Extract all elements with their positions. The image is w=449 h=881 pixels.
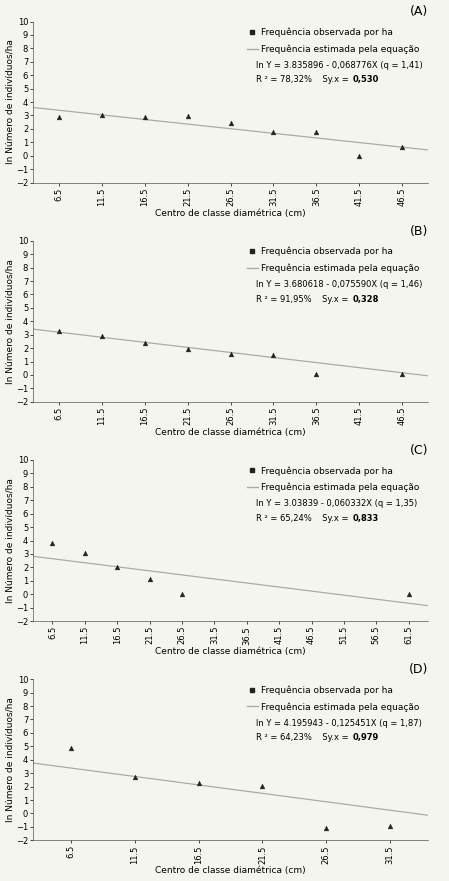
Point xyxy=(55,110,62,124)
X-axis label: Centro de classe diamétrica (cm): Centro de classe diamétrica (cm) xyxy=(155,209,306,218)
Text: R ² = 65,24%    Sy.x =: R ² = 65,24% Sy.x = xyxy=(256,514,352,523)
Text: (A): (A) xyxy=(410,5,428,19)
Legend: Frequência observada por ha, Frequência estimada pela equação: Frequência observada por ha, Frequência … xyxy=(247,685,420,712)
Text: 0,833: 0,833 xyxy=(353,514,379,523)
Point xyxy=(313,125,320,139)
Point xyxy=(146,573,153,587)
Point xyxy=(68,741,75,755)
Legend: Frequência observada por ha, Frequência estimada pela equação: Frequência observada por ha, Frequência … xyxy=(247,27,420,54)
Text: (B): (B) xyxy=(409,225,428,238)
Text: R ² = 91,95%    Sy.x =: R ² = 91,95% Sy.x = xyxy=(256,295,351,304)
Legend: Frequência observada por ha, Frequência estimada pela equação: Frequência observada por ha, Frequência … xyxy=(247,466,420,492)
Text: R ² = 64,23%    Sy.x =: R ² = 64,23% Sy.x = xyxy=(256,733,352,742)
Text: 0,328: 0,328 xyxy=(353,295,379,304)
Point xyxy=(141,110,148,124)
Point xyxy=(405,587,412,601)
Point xyxy=(356,149,363,163)
Point xyxy=(270,348,277,362)
Point xyxy=(322,821,330,835)
Text: 0,979: 0,979 xyxy=(353,733,379,742)
Point xyxy=(141,337,148,351)
X-axis label: Centro de classe diamétrica (cm): Centro de classe diamétrica (cm) xyxy=(155,648,306,656)
Text: (C): (C) xyxy=(409,444,428,456)
Point xyxy=(49,536,56,550)
Text: 0,530: 0,530 xyxy=(353,76,379,85)
Point xyxy=(399,367,406,381)
Text: ln Y = 4.195943 - 0,125451X (q = 1,87): ln Y = 4.195943 - 0,125451X (q = 1,87) xyxy=(256,719,422,728)
Y-axis label: ln Número de indivíduos/ha: ln Número de indivíduos/ha xyxy=(5,478,14,603)
Text: ln Y = 3.835896 - 0,068776X (q = 1,41): ln Y = 3.835896 - 0,068776X (q = 1,41) xyxy=(256,61,423,70)
Point xyxy=(98,107,106,122)
Point xyxy=(178,587,185,601)
Point xyxy=(132,769,139,783)
Point xyxy=(259,779,266,793)
X-axis label: Centro de classe diamétrica (cm): Centro de classe diamétrica (cm) xyxy=(155,428,306,437)
Legend: Frequência observada por ha, Frequência estimada pela equação: Frequência observada por ha, Frequência … xyxy=(247,247,420,273)
Point xyxy=(195,775,202,789)
Point xyxy=(98,329,106,343)
Point xyxy=(386,818,393,833)
Point xyxy=(270,125,277,139)
Point xyxy=(184,343,191,357)
X-axis label: Centro de classe diamétrica (cm): Centro de classe diamétrica (cm) xyxy=(155,866,306,876)
Text: ln Y = 3.680618 - 0,075590X (q = 1,46): ln Y = 3.680618 - 0,075590X (q = 1,46) xyxy=(256,280,423,289)
Point xyxy=(55,324,62,338)
Y-axis label: ln Número de indivíduos/ha: ln Número de indivíduos/ha xyxy=(5,40,14,165)
Point xyxy=(81,546,88,560)
Point xyxy=(114,559,121,574)
Point xyxy=(399,140,406,154)
Text: ln Y = 3.03839 - 0,060332X (q = 1,35): ln Y = 3.03839 - 0,060332X (q = 1,35) xyxy=(256,500,418,508)
Point xyxy=(313,367,320,381)
Point xyxy=(227,347,234,361)
Y-axis label: ln Número de indivíduos/ha: ln Número de indivíduos/ha xyxy=(5,259,14,384)
Point xyxy=(184,109,191,123)
Text: (D): (D) xyxy=(409,663,428,676)
Text: R ² = 78,32%    Sy.x =: R ² = 78,32% Sy.x = xyxy=(256,76,352,85)
Point xyxy=(227,115,234,130)
Y-axis label: ln Número de indivíduos/ha: ln Número de indivíduos/ha xyxy=(5,698,14,822)
